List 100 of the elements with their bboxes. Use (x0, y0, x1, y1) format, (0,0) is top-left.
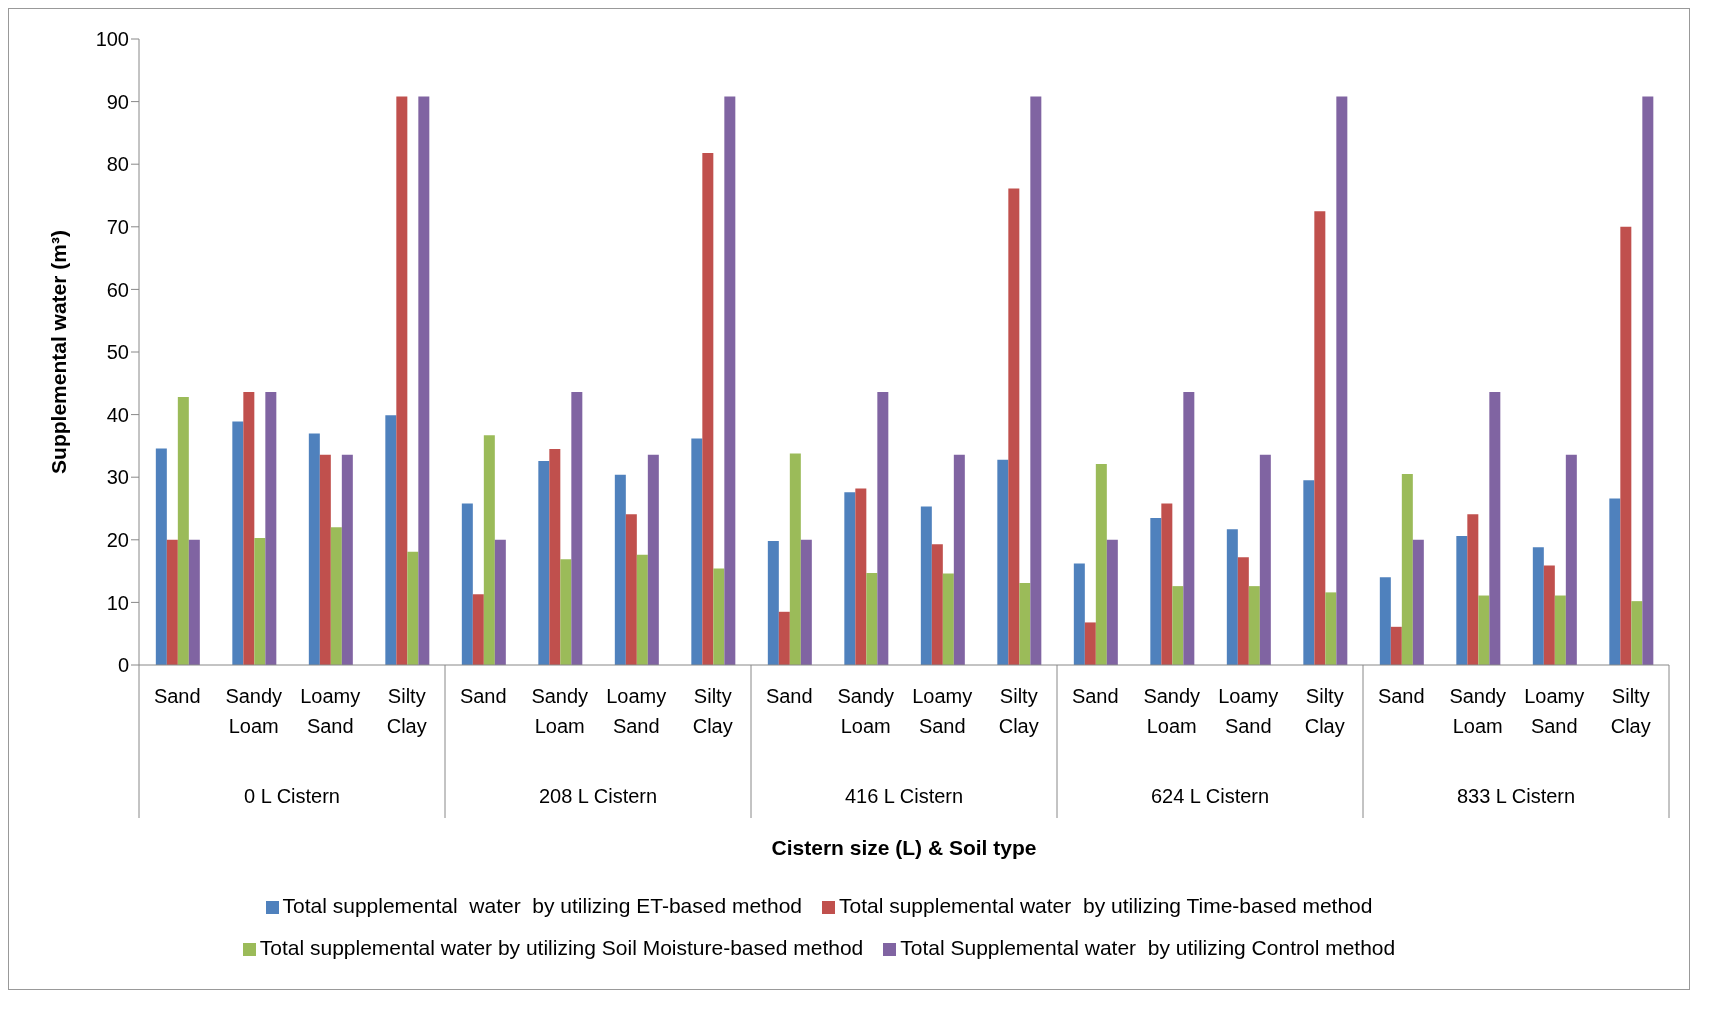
bar (724, 96, 736, 665)
bar (1456, 536, 1468, 665)
bar (789, 453, 801, 665)
bar (1532, 547, 1544, 665)
y-tick-label: 60 (106, 278, 129, 301)
y-tick-label: 40 (106, 403, 129, 426)
bar (1401, 474, 1413, 665)
bar (691, 438, 703, 665)
bar (1248, 586, 1260, 665)
text: 416 L Cistern (844, 785, 964, 807)
bar (1642, 96, 1654, 665)
bar (1172, 586, 1184, 665)
bar (625, 514, 637, 665)
bar (1325, 592, 1337, 665)
bar (1631, 601, 1643, 665)
legend-label: Total supplemental water by utilizing Soil Moisture-based method (259, 936, 864, 959)
bar (538, 460, 550, 665)
bar (549, 449, 561, 665)
bar (1478, 595, 1490, 665)
bar (855, 488, 867, 665)
bar (1019, 582, 1031, 665)
x-tick-label: Silty Clay (1610, 685, 1651, 737)
y-tick-label: 20 (106, 528, 129, 551)
bar (1489, 392, 1501, 665)
bar (319, 454, 331, 665)
bar (1303, 480, 1315, 665)
bar (800, 539, 812, 665)
bar (1412, 539, 1424, 665)
bar (1314, 211, 1326, 665)
bar (942, 573, 954, 665)
bar (1565, 454, 1577, 665)
bar (418, 96, 430, 665)
text: 208 L Cistern (538, 785, 658, 807)
y-tick-label: 70 (106, 215, 129, 238)
bar (614, 474, 626, 665)
x-tick-label: Loamy Sand (1524, 685, 1585, 737)
x-tick-label: Sand (1377, 685, 1425, 707)
y-tick-label: 90 (106, 90, 129, 113)
bar (997, 459, 1009, 665)
bar (461, 503, 473, 665)
legend-label: Total supplemental water by utilizing ET-based method (282, 894, 802, 917)
x-tick-label: Loamy Sand (1218, 685, 1279, 737)
legend-label: Total supplemental water by utilizing Time-based method (839, 894, 1373, 917)
y-tick-label: 30 (106, 466, 129, 489)
bar (385, 415, 397, 665)
bar (177, 397, 189, 665)
y-axis-title: Supplemental water (m³) (47, 230, 71, 474)
x-tick-label: Sandy Loam (225, 685, 283, 737)
y-tick-label: 100 (95, 28, 129, 51)
bar (472, 594, 484, 665)
bar (702, 152, 714, 665)
text: 833 L Cistern (1456, 785, 1576, 807)
text: 0 L Cistern (244, 785, 340, 807)
y-tick-label: 50 (106, 341, 129, 364)
x-tick-label: Sandy Loam (1143, 685, 1201, 737)
bar (636, 554, 648, 665)
bar (330, 527, 342, 665)
bar (1620, 226, 1632, 665)
bar (1237, 557, 1249, 665)
bar (265, 392, 277, 665)
bar (560, 559, 572, 665)
bar (1161, 503, 1173, 665)
x-tick-label: Sandy Loam (1449, 685, 1507, 737)
x-tick-label: Sandy Loam (837, 685, 895, 737)
bar (155, 448, 167, 665)
bar (1609, 498, 1621, 665)
x-tick-label: Loamy Sand (606, 685, 667, 737)
bar (1259, 454, 1271, 665)
x-tick-label: Loamy Sand (912, 685, 973, 737)
bar (1226, 529, 1238, 665)
bar (1008, 188, 1020, 665)
bar (341, 454, 353, 665)
x-tick-label: Sand (153, 685, 201, 707)
bar (1150, 517, 1162, 665)
bar (1554, 595, 1566, 665)
bar (1390, 626, 1402, 665)
bar (767, 541, 779, 665)
bar (844, 492, 856, 665)
bar (877, 392, 889, 665)
x-axis-title: Cistern size (L) & Soil type (771, 836, 1037, 859)
x-tick-label: Sand (1071, 685, 1119, 707)
bar (1543, 565, 1555, 665)
x-tick-label: Silty Clay (1304, 685, 1345, 737)
x-tick-label: Sand (459, 685, 507, 707)
x-tick-label: Silty Clay (386, 685, 427, 737)
bar (166, 539, 178, 665)
x-tick-label: Loamy Sand (300, 685, 361, 737)
x-tick-label: Sandy Loam (531, 685, 589, 737)
y-tick-label: 10 (106, 591, 129, 614)
bar (713, 568, 725, 665)
bar (1379, 577, 1391, 665)
legend-label: Total Supplemental water by utilizing Control method (900, 936, 1396, 959)
bar (396, 96, 408, 665)
bar (1106, 539, 1118, 665)
bar (1467, 514, 1479, 665)
bar (188, 539, 200, 665)
bar (254, 537, 266, 665)
bar (931, 544, 943, 665)
bar (571, 392, 583, 665)
bar (647, 454, 659, 665)
